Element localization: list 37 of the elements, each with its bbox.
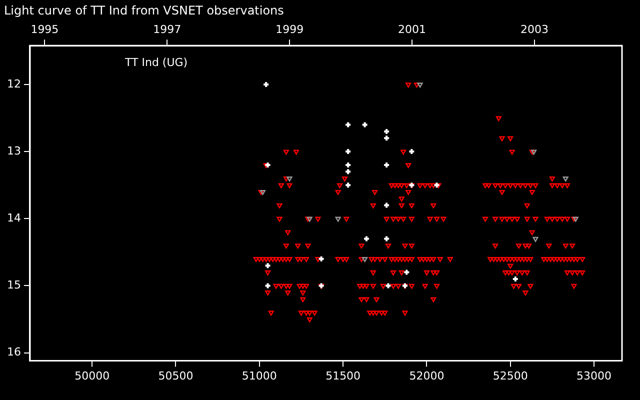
point bbox=[335, 216, 341, 222]
point bbox=[264, 282, 272, 290]
annotation: TT Ind (UG) bbox=[124, 56, 188, 69]
x2-tick-label: 2001 bbox=[398, 22, 426, 36]
x2-tick-label: 2003 bbox=[520, 22, 548, 36]
y-tick-label: 12 bbox=[6, 77, 21, 90]
point bbox=[344, 168, 352, 176]
point bbox=[403, 268, 410, 276]
point bbox=[318, 255, 325, 262]
point bbox=[344, 121, 352, 128]
point bbox=[361, 121, 368, 128]
y-tick-label: 15 bbox=[6, 278, 21, 292]
point bbox=[383, 134, 390, 142]
point bbox=[286, 176, 292, 182]
point bbox=[417, 82, 423, 88]
x2-tick-label: 1999 bbox=[276, 22, 304, 36]
x-tick-label: 51500 bbox=[326, 369, 361, 382]
point bbox=[383, 202, 390, 209]
point bbox=[264, 262, 272, 270]
y-tick-label: 16 bbox=[6, 346, 21, 359]
point bbox=[384, 282, 392, 290]
point bbox=[562, 176, 568, 182]
x-tick-label: 52500 bbox=[492, 369, 528, 382]
chart-title: Light curve of TT Ind from VSNET observations bbox=[4, 3, 284, 18]
y-tick-label: 14 bbox=[6, 211, 21, 224]
x-tick-label: 50500 bbox=[158, 369, 194, 382]
point bbox=[531, 150, 537, 155]
point bbox=[344, 182, 352, 189]
x-tick-label: 52000 bbox=[409, 369, 444, 382]
point bbox=[383, 235, 390, 242]
y-tick-label: 13 bbox=[6, 144, 21, 158]
x2-tick-label: 1997 bbox=[153, 22, 182, 36]
point bbox=[532, 236, 538, 242]
x-tick-label: 53000 bbox=[576, 369, 612, 382]
x-tick-label: 51000 bbox=[242, 369, 277, 382]
x2-tick-label: 1995 bbox=[30, 22, 59, 36]
x-tick-label: 50000 bbox=[74, 369, 110, 382]
